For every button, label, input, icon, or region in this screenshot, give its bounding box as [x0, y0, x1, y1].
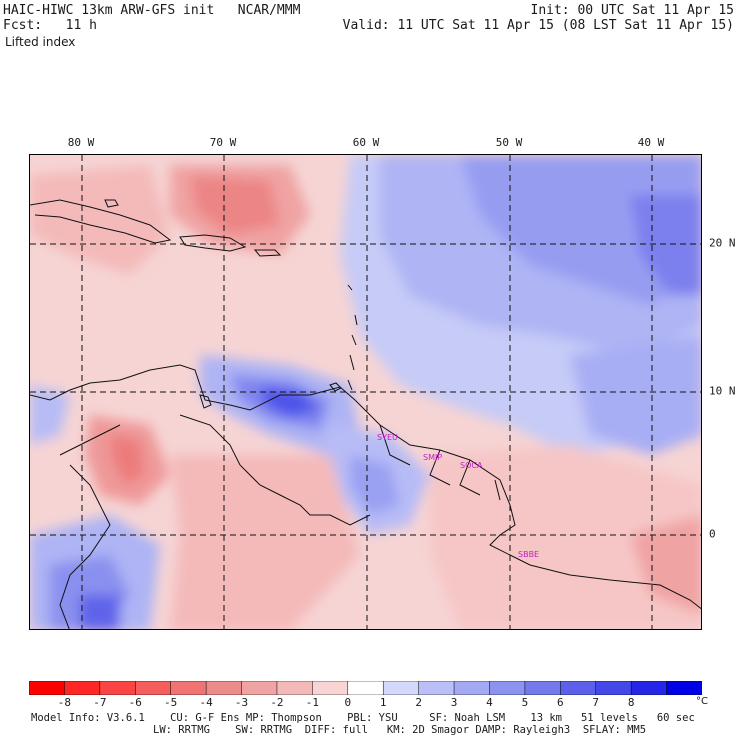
- colorbar-unit: °C: [696, 696, 708, 707]
- colorbar-tick-label: 7: [592, 696, 600, 709]
- colorbar-swatch: [241, 680, 278, 696]
- colorbar-swatch: [205, 680, 243, 696]
- station-label: SYEU: [377, 433, 398, 442]
- colorbar-tick-label: -7: [93, 696, 107, 709]
- colorbar-swatch: [170, 680, 207, 696]
- lifted-index-map: SYEU SMJP SOCA SBBE: [29, 154, 702, 630]
- coastlines: [30, 199, 701, 629]
- colorbar-tick-label: -1: [305, 696, 319, 709]
- colorbar-swatch: [347, 680, 384, 696]
- model-info-line1: Model Info: V3.6.1 CU: G-F Ens MP: Thomp…: [31, 712, 695, 724]
- colorbar-tick-label: -2: [270, 696, 284, 709]
- colorbar-swatches: [28, 680, 703, 696]
- valid-time: Valid: 11 UTC Sat 11 Apr 15 (08 LST Sat …: [342, 18, 734, 33]
- forecast-hour: Fcst: 11 h: [3, 18, 97, 33]
- station-label: SOCA: [460, 461, 483, 470]
- colorbar-tick-label: 2: [415, 696, 422, 709]
- model-title: HAIC-HIWC 13km ARW-GFS init NCAR/MMM: [3, 3, 301, 18]
- lon-label-60w: 60 W: [352, 136, 380, 149]
- colorbar-swatch: [99, 680, 137, 696]
- station-label: SMJP: [423, 453, 443, 462]
- colorbar-swatch: [135, 680, 172, 696]
- colorbar-swatch: [453, 680, 491, 696]
- lon-label-80w: 80 W: [67, 136, 95, 149]
- lat-label-10n: 10 N: [709, 384, 736, 398]
- colorbar-tick-label: 5: [521, 696, 529, 709]
- colorbar-swatch: [524, 680, 562, 696]
- colorbar-swatch: [489, 680, 526, 696]
- colorbar-tick-label: 1: [379, 696, 387, 709]
- colorbar-tick-label: -3: [234, 696, 249, 709]
- colorbar-tick-label: -6: [128, 696, 142, 709]
- colorbar-tick-label: 3: [450, 696, 458, 709]
- init-time: Init: 00 UTC Sat 11 Apr 15: [530, 3, 735, 18]
- graticule: [30, 155, 701, 629]
- colorbar: [28, 680, 703, 696]
- colorbar-swatch: [560, 680, 597, 696]
- colorbar-swatch: [418, 680, 455, 696]
- field-name: Lifted index: [5, 35, 76, 49]
- map-svg: [30, 155, 701, 629]
- colorbar-tick-label: -8: [57, 696, 72, 709]
- station-label: SBBE: [518, 550, 540, 559]
- colorbar-tick-label: -5: [164, 696, 178, 709]
- lifted-index-field: [30, 155, 701, 629]
- lon-label-50w: 50 W: [495, 136, 523, 149]
- colorbar-swatch: [276, 680, 314, 696]
- lat-label-20n: 20 N: [709, 236, 736, 250]
- colorbar-tick-label: 6: [557, 696, 564, 709]
- colorbar-swatch: [595, 680, 632, 696]
- colorbar-swatch: [666, 680, 703, 696]
- model-info-line2: LW: RRTMG SW: RRTMG DIFF: full KM: 2D Sm…: [153, 724, 647, 736]
- colorbar-tick-label: 4: [486, 696, 493, 709]
- colorbar-swatch: [28, 680, 66, 696]
- colorbar-swatch: [64, 680, 101, 696]
- colorbar-swatch: [312, 680, 349, 696]
- lon-label-70w: 70 W: [209, 136, 237, 149]
- colorbar-tick-label: 0: [344, 696, 352, 709]
- lon-label-40w: 40 W: [637, 136, 665, 149]
- lat-label-0: 0: [709, 527, 716, 541]
- colorbar-tick-label: 8: [627, 696, 635, 709]
- colorbar-swatch: [382, 680, 420, 696]
- colorbar-tick-label: -4: [199, 696, 213, 709]
- colorbar-swatch: [630, 680, 668, 696]
